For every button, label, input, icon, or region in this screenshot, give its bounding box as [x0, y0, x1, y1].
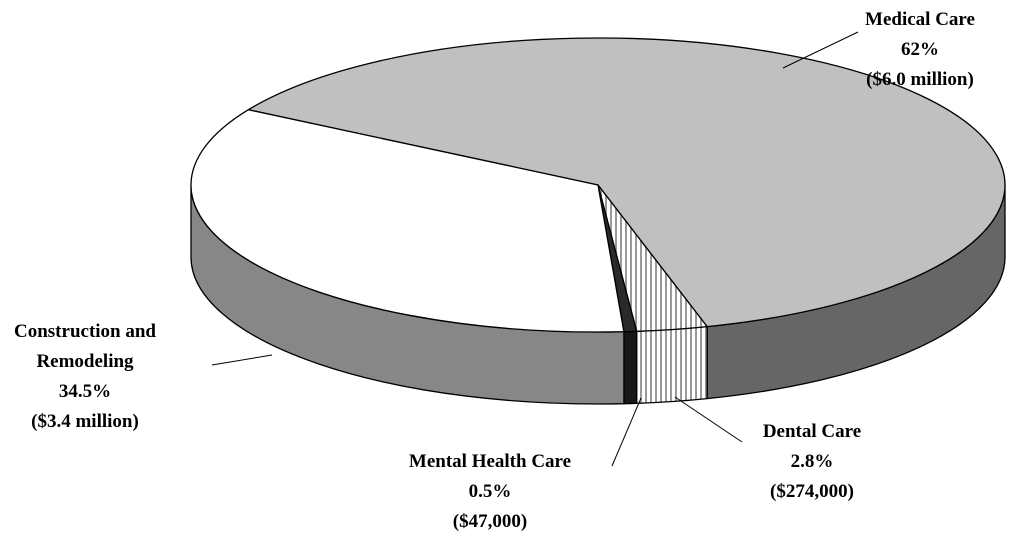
- slice-label: Mental Health Care 0.5% ($47,000): [360, 447, 620, 536]
- category-label: Medical Care: [865, 9, 975, 30]
- category-label: Dental Care: [762, 421, 862, 442]
- category-label: Mental Health Care: [408, 451, 572, 472]
- slice-side: [636, 325, 708, 404]
- slice-label: Medical Care 62% ($6.0 million): [820, 5, 1020, 95]
- leader-line: [611, 397, 642, 467]
- value-label: 0.5%: [468, 481, 512, 502]
- amount-label: ($6.0 million): [866, 69, 974, 90]
- amount-label: ($274,000): [770, 481, 854, 502]
- slice: [247, 37, 1006, 328]
- category-label: Construction and Remodeling: [14, 321, 156, 372]
- value-label: 2.8%: [790, 451, 834, 472]
- value-label: 34.5%: [58, 381, 112, 402]
- amount-label: ($3.4 million): [31, 411, 139, 432]
- value-label: 62%: [901, 39, 939, 60]
- slice-label: Construction and Remodeling 34.5% ($3.4 mi…: [0, 317, 171, 437]
- slice-label: Dental Care 2.8% ($274,000): [712, 417, 912, 507]
- leader-line: [674, 396, 743, 443]
- amount-label: ($47,000): [452, 511, 528, 532]
- leader-line: [782, 31, 859, 69]
- slice-side: [623, 330, 638, 405]
- leader-line: [211, 354, 273, 366]
- slice: [190, 109, 625, 333]
